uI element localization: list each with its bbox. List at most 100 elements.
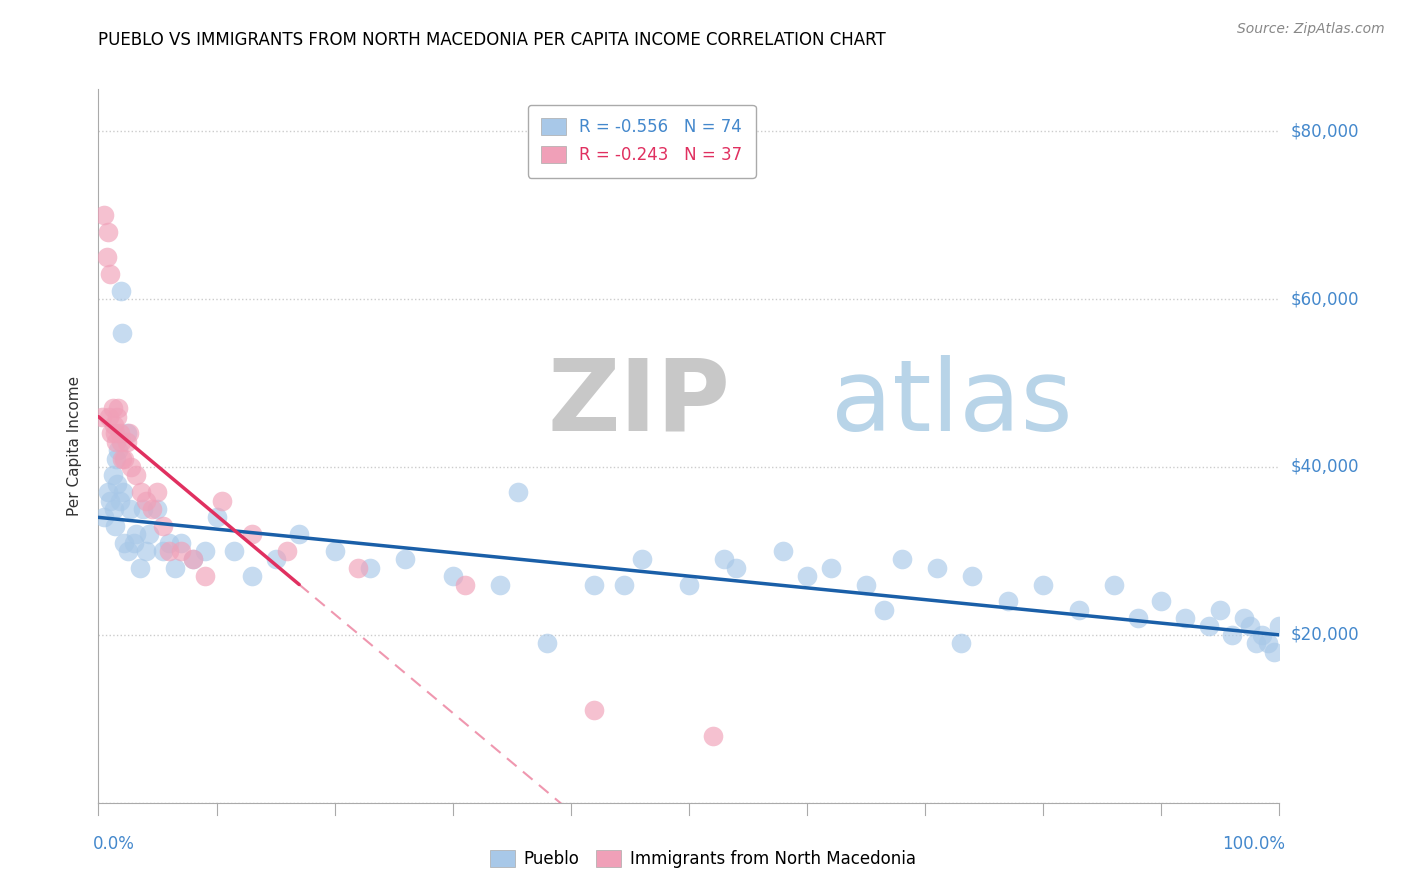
Point <box>105 476 128 491</box>
Point <box>441 569 464 583</box>
Point <box>112 535 135 549</box>
Point <box>157 544 180 558</box>
Point <box>489 577 512 591</box>
Text: $40,000: $40,000 <box>1291 458 1360 476</box>
Point <box>1126 611 1149 625</box>
Point <box>873 603 896 617</box>
Point <box>117 544 139 558</box>
Point <box>264 552 287 566</box>
Point <box>103 417 125 432</box>
Text: $80,000: $80,000 <box>1291 122 1360 140</box>
Point <box>104 518 127 533</box>
Point <box>1257 636 1279 650</box>
Point <box>820 560 842 574</box>
Text: PUEBLO VS IMMIGRANTS FROM NORTH MACEDONIA PER CAPITA INCOME CORRELATION CHART: PUEBLO VS IMMIGRANTS FROM NORTH MACEDONI… <box>98 31 886 49</box>
Point <box>108 426 131 441</box>
Point <box>1250 628 1272 642</box>
Point <box>93 208 115 222</box>
Point <box>93 510 115 524</box>
Point <box>146 485 169 500</box>
Point <box>288 527 311 541</box>
Point <box>97 225 120 239</box>
Point <box>91 409 114 424</box>
Point <box>103 502 125 516</box>
Point <box>506 485 529 500</box>
Point <box>796 569 818 583</box>
Point <box>121 460 143 475</box>
Point <box>135 493 157 508</box>
Point <box>1244 636 1267 650</box>
Point <box>135 544 157 558</box>
Point <box>194 544 217 558</box>
Point <box>98 267 121 281</box>
Point <box>141 502 163 516</box>
Point <box>702 729 724 743</box>
Point <box>211 493 233 508</box>
Point <box>125 527 148 541</box>
Point <box>138 527 160 541</box>
Point <box>890 552 912 566</box>
Point <box>105 434 128 449</box>
Point <box>112 485 135 500</box>
Point <box>1067 603 1090 617</box>
Point <box>181 552 204 566</box>
Point <box>194 569 217 583</box>
Point <box>129 485 152 500</box>
Point <box>1032 577 1054 591</box>
Point <box>1102 577 1125 591</box>
Point <box>678 577 700 591</box>
Point <box>1263 645 1285 659</box>
Point <box>104 426 127 441</box>
Point <box>111 326 134 340</box>
Point <box>630 552 652 566</box>
Point <box>925 560 948 574</box>
Point <box>107 443 129 458</box>
Point <box>101 401 124 416</box>
Point <box>276 544 298 558</box>
Point <box>110 434 132 449</box>
Point <box>165 560 187 574</box>
Point <box>101 468 124 483</box>
Point <box>107 401 129 416</box>
Point <box>772 544 794 558</box>
Point <box>394 552 416 566</box>
Point <box>125 468 148 483</box>
Y-axis label: Per Capita Income: Per Capita Income <box>67 376 83 516</box>
Point <box>157 535 180 549</box>
Text: 0.0%: 0.0% <box>93 835 135 853</box>
Text: atlas: atlas <box>831 355 1073 451</box>
Point <box>713 552 735 566</box>
Text: ZIP: ZIP <box>547 355 730 451</box>
Point <box>152 518 174 533</box>
Point <box>536 636 558 650</box>
Point <box>118 426 141 441</box>
Point <box>613 577 636 591</box>
Point <box>1150 594 1173 608</box>
Text: $60,000: $60,000 <box>1291 290 1360 308</box>
Point <box>170 535 193 549</box>
Point <box>1174 611 1197 625</box>
Point <box>949 636 972 650</box>
Point <box>120 502 142 516</box>
Point <box>725 560 748 574</box>
Text: Source: ZipAtlas.com: Source: ZipAtlas.com <box>1237 22 1385 37</box>
Point <box>100 426 122 441</box>
Point <box>128 560 150 574</box>
Point <box>105 409 128 424</box>
Point <box>240 527 263 541</box>
Point <box>132 502 155 516</box>
Point <box>146 502 169 516</box>
Text: $20,000: $20,000 <box>1291 626 1360 644</box>
Point <box>583 577 606 591</box>
Point <box>583 703 606 717</box>
Point <box>110 284 132 298</box>
Legend: R = -0.556   N = 74, R = -0.243   N = 37: R = -0.556 N = 74, R = -0.243 N = 37 <box>527 104 756 178</box>
Point <box>111 451 134 466</box>
Point <box>115 426 138 441</box>
Point <box>1233 611 1256 625</box>
Point <box>453 577 475 591</box>
Point <box>97 485 120 500</box>
Text: 100.0%: 100.0% <box>1222 835 1285 853</box>
Point <box>152 544 174 558</box>
Point <box>181 552 204 566</box>
